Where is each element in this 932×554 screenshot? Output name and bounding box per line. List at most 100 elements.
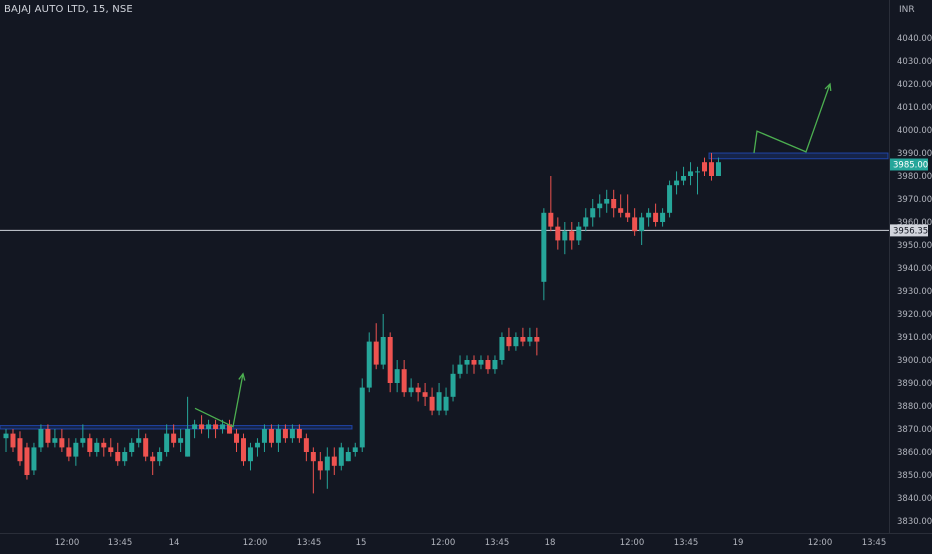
candle-down[interactable] <box>401 369 407 393</box>
candle-up[interactable] <box>136 438 142 443</box>
candle-down[interactable] <box>534 337 540 342</box>
candle-down[interactable] <box>240 438 246 462</box>
candle-up[interactable] <box>597 203 603 209</box>
candle-up[interactable] <box>31 447 37 471</box>
candle-down[interactable] <box>115 452 121 462</box>
candle-up[interactable] <box>450 373 456 397</box>
candle-down[interactable] <box>87 438 93 452</box>
candle-down[interactable] <box>625 212 631 218</box>
candle-down[interactable] <box>17 438 23 462</box>
candle-up[interactable] <box>164 433 170 452</box>
candle-down[interactable] <box>296 429 302 439</box>
candle-up[interactable] <box>457 364 463 374</box>
candle-up[interactable] <box>541 212 547 282</box>
price-zone[interactable] <box>708 152 889 160</box>
candle-down[interactable] <box>520 337 526 342</box>
candle-up[interactable] <box>345 452 351 462</box>
candle-up[interactable] <box>206 424 212 429</box>
candle-down[interactable] <box>485 360 491 370</box>
candle-down[interactable] <box>66 447 72 457</box>
candle-up[interactable] <box>660 212 666 222</box>
candle-up[interactable] <box>129 442 135 452</box>
candle-up[interactable] <box>681 176 687 181</box>
candle-up[interactable] <box>499 337 505 360</box>
candle-up[interactable] <box>380 337 386 365</box>
candle-up[interactable] <box>443 396 449 411</box>
candle-down[interactable] <box>548 212 554 227</box>
candle-up[interactable] <box>513 337 519 347</box>
candle-down[interactable] <box>10 433 16 448</box>
candle-up[interactable] <box>352 447 358 452</box>
candle-up[interactable] <box>220 424 226 429</box>
time-axis[interactable]: 12:00 13:45 14 12:00 13:45 15 12:00 13:45 18 12:0… <box>55 538 887 548</box>
candle-up[interactable] <box>646 212 652 218</box>
candle-up[interactable] <box>359 387 365 448</box>
candle-down[interactable] <box>702 162 707 172</box>
candle-up[interactable] <box>289 429 295 439</box>
candle-down[interactable] <box>422 392 428 397</box>
candle-down[interactable] <box>227 424 233 434</box>
candle-down[interactable] <box>282 429 288 439</box>
candle-up[interactable] <box>254 442 260 448</box>
candle-up[interactable] <box>590 208 596 218</box>
candle-down[interactable] <box>199 424 205 429</box>
candle-up[interactable] <box>80 438 86 443</box>
candle-down[interactable] <box>611 199 617 209</box>
candle-up[interactable] <box>178 438 184 443</box>
candle-up[interactable] <box>527 337 533 342</box>
candle-down[interactable] <box>471 360 477 365</box>
candle-up[interactable] <box>73 442 79 457</box>
candle-down[interactable] <box>45 429 51 443</box>
candle-down[interactable] <box>303 438 309 452</box>
candle-up[interactable] <box>715 162 721 176</box>
candle-up[interactable] <box>667 185 673 213</box>
candle-up[interactable] <box>604 199 610 204</box>
candle-up[interactable] <box>394 369 400 383</box>
candle-down[interactable] <box>415 387 421 393</box>
candle-down[interactable] <box>618 208 624 213</box>
arrow-drawing[interactable] <box>753 83 831 154</box>
candle-up[interactable] <box>52 438 58 443</box>
candle-up[interactable] <box>338 447 344 466</box>
candle-down[interactable] <box>108 447 114 452</box>
candle-up[interactable] <box>478 360 484 365</box>
candle-up[interactable] <box>464 360 470 365</box>
candle-down[interactable] <box>101 442 107 448</box>
candle-up[interactable] <box>324 456 330 471</box>
candle-down[interactable] <box>268 429 274 443</box>
arrow-drawing[interactable] <box>194 373 244 428</box>
candle-down[interactable] <box>632 217 638 232</box>
candle-down[interactable] <box>331 456 337 466</box>
candle-down[interactable] <box>59 438 65 448</box>
candle-up[interactable] <box>492 360 498 370</box>
candle-up[interactable] <box>157 452 163 462</box>
candle-down[interactable] <box>373 341 379 365</box>
candle-up[interactable] <box>261 429 267 443</box>
candle-down[interactable] <box>506 337 512 347</box>
candle-up[interactable] <box>583 217 589 227</box>
candle-down[interactable] <box>317 461 323 471</box>
candle-down[interactable] <box>234 433 240 443</box>
candle-down[interactable] <box>708 162 714 176</box>
candle-up[interactable] <box>408 387 414 393</box>
candle-up[interactable] <box>562 231 568 241</box>
candle-down[interactable] <box>143 438 149 457</box>
symbol-title[interactable]: BAJAJ AUTO LTD, 15, NSE <box>4 4 133 15</box>
candle-down[interactable] <box>310 452 316 462</box>
candle-up[interactable] <box>695 171 701 173</box>
candle-up[interactable] <box>192 424 198 429</box>
candle-up[interactable] <box>247 447 253 462</box>
candle-up[interactable] <box>688 171 694 176</box>
candle-down[interactable] <box>653 212 659 222</box>
price-axis[interactable]: 3830.00 3840.00 3850.00 3860.00 3870.00 3880.… <box>897 34 932 527</box>
candle-down[interactable] <box>150 456 156 462</box>
candle-up[interactable] <box>94 442 100 452</box>
candle-up[interactable] <box>122 452 128 462</box>
candle-up[interactable] <box>674 180 680 186</box>
candle-down[interactable] <box>213 424 219 429</box>
candle-down[interactable] <box>429 396 435 411</box>
candle-up[interactable] <box>3 433 9 439</box>
candle-down[interactable] <box>171 433 177 443</box>
